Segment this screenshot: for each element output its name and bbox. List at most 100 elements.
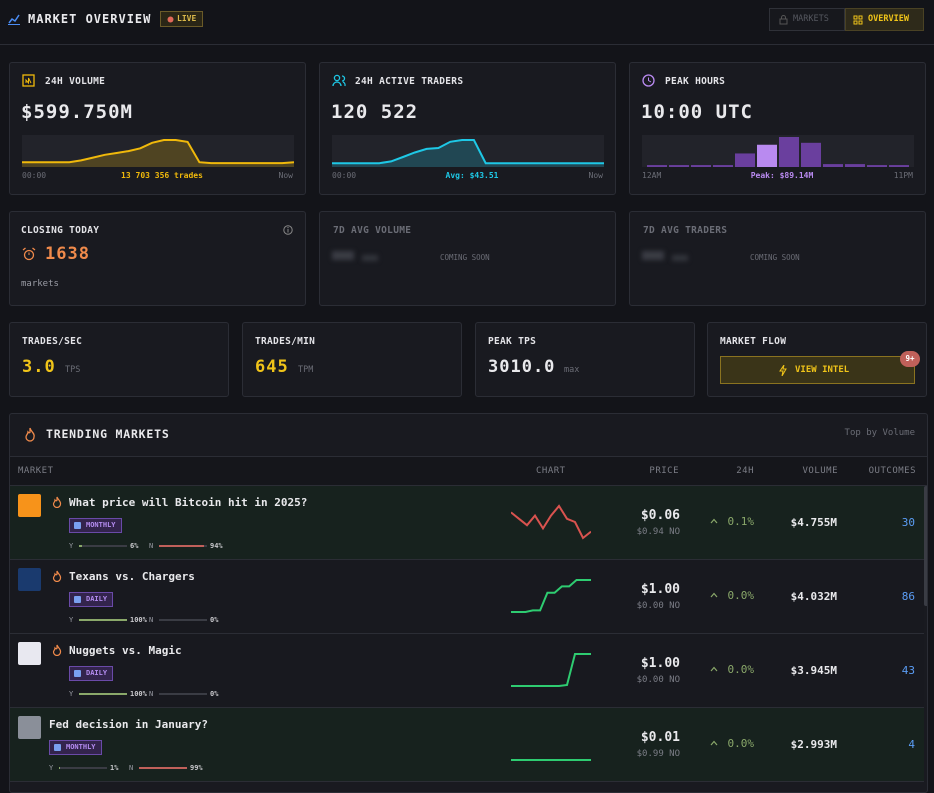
no-price: $0.00 NO xyxy=(637,601,680,611)
blurred-value xyxy=(672,255,688,261)
volume: $4.032M xyxy=(791,590,837,603)
outcome-bar xyxy=(79,619,127,621)
market-row[interactable]: Fed decision in January?MONTHLY1%99%$0.0… xyxy=(10,708,924,782)
badge-text: DAILY xyxy=(86,593,107,606)
flame-icon xyxy=(54,497,61,508)
outcome-label: 0% xyxy=(210,616,218,624)
badge-text: DAILY xyxy=(86,667,107,680)
badge-icon xyxy=(74,670,81,677)
card-icon xyxy=(332,74,346,88)
market-title: Nuggets vs. Magic xyxy=(69,644,182,657)
outcome-bar xyxy=(159,545,204,547)
up-chevron xyxy=(710,592,718,598)
live-dot xyxy=(167,16,174,23)
market-icon xyxy=(18,642,41,665)
blurred-value xyxy=(362,255,378,261)
card-value: 1638 xyxy=(45,244,90,264)
outcome-label: 6% xyxy=(130,542,138,550)
period-badge: MONTHLY xyxy=(69,518,122,533)
sparkline xyxy=(22,135,294,167)
line xyxy=(511,654,591,686)
outcome-letter xyxy=(69,690,73,698)
trending-panel: TRENDING MARKETS Top by Volume MARKET CH… xyxy=(9,413,928,793)
card-label: 24H ACTIVE TRADERS xyxy=(355,76,463,87)
up-chevron xyxy=(710,740,718,746)
outcome-bar xyxy=(79,545,82,547)
footer-right: Now xyxy=(279,171,293,180)
price-chart xyxy=(511,504,591,540)
tab-markets[interactable]: MARKETS xyxy=(769,8,845,31)
yes-price: $1.00 xyxy=(641,656,680,671)
outcomes: 43 xyxy=(902,664,915,677)
live-text: LIVE xyxy=(177,14,196,23)
price-chart xyxy=(511,578,591,614)
outcome-bar xyxy=(139,767,187,769)
column-header: MARKET xyxy=(18,466,54,476)
market-title: What price will Bitcoin hit in 2025? xyxy=(69,496,307,509)
card-label: PEAK HOURS xyxy=(665,76,725,87)
up-chevron xyxy=(710,666,718,672)
card-value: 120 522 xyxy=(331,101,418,123)
up-chevron xyxy=(711,742,717,746)
footer-left: 00:00 xyxy=(332,171,356,180)
card-value: 3.0 xyxy=(22,357,56,377)
market-row[interactable]: Nuggets vs. MagicDAILY100%0%$1.00$0.00 N… xyxy=(10,634,924,708)
change: 0.1% xyxy=(728,515,755,528)
footer-right: Now xyxy=(589,171,603,180)
market-row[interactable]: Texans vs. ChargersDAILY100%0%$1.00$0.00… xyxy=(10,560,924,634)
volume: $4.755M xyxy=(791,516,837,529)
blurred-value xyxy=(642,251,664,260)
bar xyxy=(779,137,799,167)
info-icon[interactable] xyxy=(283,225,293,235)
flow-card: MARKET FLOW VIEW INTEL 9+ xyxy=(707,322,927,397)
footer-right: 11PM xyxy=(894,171,913,180)
card-value: $599.750M xyxy=(21,101,133,123)
button-label: VIEW INTEL xyxy=(795,365,849,375)
section-title: TRENDING MARKETS xyxy=(46,427,170,441)
page-title: MARKET OVERVIEW xyxy=(28,12,151,26)
column-header: VOLUME xyxy=(802,466,838,476)
card-icon xyxy=(642,74,656,88)
period-badge: DAILY xyxy=(69,666,113,681)
card-label: TRADES/SEC xyxy=(22,336,82,347)
table-body: What price will Bitcoin hit in 2025? MONT… xyxy=(10,486,924,793)
scrollbar xyxy=(924,486,928,606)
bar xyxy=(757,145,777,167)
bar xyxy=(801,143,821,167)
tab-overview[interactable]: OVERVIEW xyxy=(845,8,924,31)
outcome-track xyxy=(159,619,207,621)
no-price: $0.00 NO xyxy=(637,675,680,685)
page-body: MARKET OVERVIEW LIVE MARKETS OVERVIEW 24… xyxy=(0,0,934,776)
badge-text: MONTHLY xyxy=(86,519,116,532)
outcomes: 30 xyxy=(902,516,915,529)
outcome-track xyxy=(79,619,127,621)
tab-label: OVERVIEW xyxy=(868,14,909,24)
view-intel-button[interactable]: VIEW INTEL xyxy=(720,356,915,384)
card-label: 7D AVG TRADERS xyxy=(643,225,727,236)
flame-icon xyxy=(52,496,62,508)
column-header: OUTCOMES xyxy=(869,466,916,476)
outcomes: 4 xyxy=(908,738,915,751)
outcome-label: 1% xyxy=(110,764,118,772)
yes-price: $0.06 xyxy=(641,508,680,523)
volume: $3.945M xyxy=(791,664,837,677)
card-label: 24H VOLUME xyxy=(45,76,105,87)
badge-icon xyxy=(74,522,81,529)
market-title: Fed decision in January? xyxy=(49,718,208,731)
clock-icon xyxy=(649,78,652,83)
page: Market Overview { "header": {"title": "M… xyxy=(0,0,934,776)
market-row[interactable]: What price will Bitcoin hit in 2025? MONT… xyxy=(10,486,924,560)
chart-icon xyxy=(8,13,20,25)
flame-icon xyxy=(54,645,61,656)
bar xyxy=(845,164,865,167)
outcome-bar xyxy=(79,693,127,695)
card-value: 10:00 UTC xyxy=(641,101,753,123)
outcome-label: 100% xyxy=(130,616,147,624)
outcome-letter xyxy=(69,542,73,550)
outcome-track xyxy=(139,767,187,769)
sparkline xyxy=(642,135,914,167)
outcome-letter xyxy=(69,616,73,624)
